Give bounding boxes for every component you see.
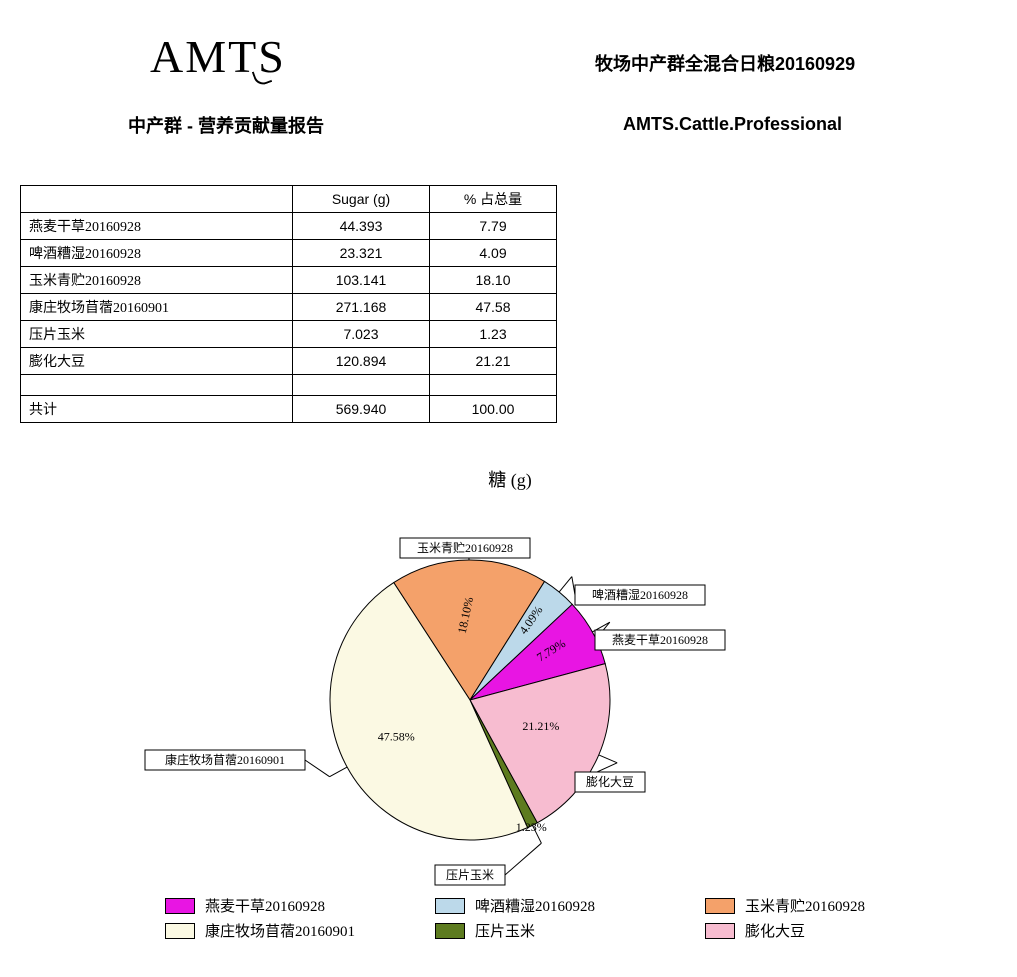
legend-swatch — [705, 923, 735, 939]
cell-pct: 1.23 — [430, 321, 557, 348]
table-row: 啤酒糟湿2016092823.3214.09 — [21, 240, 557, 267]
legend-label: 燕麦干草20160928 — [205, 895, 325, 916]
cell-name: 膨化大豆 — [21, 348, 293, 375]
pct-label: 47.58% — [378, 729, 415, 743]
cell-name: 玉米青贮20160928 — [21, 267, 293, 294]
pct-label: 21.21% — [522, 719, 559, 733]
cell-pct: 21.21 — [430, 348, 557, 375]
cell-pct: 7.79 — [430, 213, 557, 240]
legend-label: 啤酒糟湿20160928 — [475, 895, 595, 916]
report-subtitle-right: AMTS.Cattle.Professional — [623, 114, 842, 135]
cell-name: 燕麦干草20160928 — [21, 213, 293, 240]
legend-row: 燕麦干草20160928 啤酒糟湿20160928 玉米青贮20160928 — [165, 895, 935, 916]
total-label: 共计 — [21, 396, 293, 423]
callout-line — [505, 843, 541, 875]
total-value: 569.940 — [293, 396, 430, 423]
pie-chart-svg: 18.10%4.09%7.79%21.21%1.23%47.58%玉米青贮201… — [140, 500, 880, 920]
callout-label: 膨化大豆 — [586, 775, 634, 789]
legend-swatch — [705, 898, 735, 914]
table-spacer-row — [21, 375, 557, 396]
cell-value: 44.393 — [293, 213, 430, 240]
pie-chart-area: 糖 (g) 18.10%4.09%7.79%21.21%1.23%47.58%玉… — [140, 460, 880, 940]
legend-item: 压片玉米 — [435, 920, 665, 941]
cell-value: 7.023 — [293, 321, 430, 348]
table-row: 康庄牧场苜蓿20160901271.16847.58 — [21, 294, 557, 321]
cell-value: 271.168 — [293, 294, 430, 321]
cell-value: 120.894 — [293, 348, 430, 375]
cell-name: 啤酒糟湿20160928 — [21, 240, 293, 267]
table-row: 玉米青贮20160928103.14118.10 — [21, 267, 557, 294]
callout-label: 压片玉米 — [446, 868, 494, 882]
table-header-row: Sugar (g) % 占总量 — [21, 186, 557, 213]
col-header-name — [21, 186, 293, 213]
legend-label: 玉米青贮20160928 — [745, 895, 865, 916]
legend-item: 玉米青贮20160928 — [705, 895, 935, 916]
cell-pct: 18.10 — [430, 267, 557, 294]
legend-row: 康庄牧场苜蓿20160901 压片玉米 膨化大豆 — [165, 920, 935, 941]
legend-swatch — [165, 898, 195, 914]
cell-pct: 4.09 — [430, 240, 557, 267]
callout-line — [330, 767, 348, 777]
legend-item: 膨化大豆 — [705, 920, 935, 941]
legend-label: 膨化大豆 — [745, 920, 805, 941]
cell-value: 23.321 — [293, 240, 430, 267]
report-page: AMTS 中产群 - 营养贡献量报告 牧场中产群全混合日粮20160929 AM… — [0, 0, 1017, 977]
report-title-right: 牧场中产群全混合日粮20160929 — [595, 50, 855, 76]
legend-label: 压片玉米 — [475, 920, 535, 941]
legend-swatch — [435, 923, 465, 939]
legend-item: 康庄牧场苜蓿20160901 — [165, 920, 395, 941]
legend-swatch — [435, 898, 465, 914]
legend-item: 燕麦干草20160928 — [165, 895, 395, 916]
cell-value: 103.141 — [293, 267, 430, 294]
legend-swatch — [165, 923, 195, 939]
logo-text: AMT — [150, 31, 258, 82]
legend-item: 啤酒糟湿20160928 — [435, 895, 665, 916]
callout-line — [305, 760, 330, 777]
table-total-row: 共计569.940100.00 — [21, 396, 557, 423]
legend-label: 康庄牧场苜蓿20160901 — [205, 920, 355, 941]
table-row: 压片玉米7.0231.23 — [21, 321, 557, 348]
chart-title: 糖 (g) — [140, 466, 880, 492]
cell-pct: 47.58 — [430, 294, 557, 321]
nutrition-table: Sugar (g) % 占总量 燕麦干草2016092844.3937.79啤酒… — [20, 185, 557, 423]
total-pct: 100.00 — [430, 396, 557, 423]
callout-label: 康庄牧场苜蓿20160901 — [165, 752, 285, 767]
cell-name: 康庄牧场苜蓿20160901 — [21, 294, 293, 321]
callout-label: 啤酒糟湿20160928 — [592, 587, 688, 602]
table-row: 燕麦干草2016092844.3937.79 — [21, 213, 557, 240]
col-header-pct: % 占总量 — [430, 186, 557, 213]
callout-line — [599, 755, 617, 763]
callout-line — [559, 577, 572, 592]
report-subtitle-left: 中产群 - 营养贡献量报告 — [128, 112, 324, 138]
logo-s-glyph: S — [258, 30, 286, 83]
pct-label: 1.23% — [516, 820, 547, 834]
callout-label: 燕麦干草20160928 — [612, 633, 708, 647]
logo: AMTS — [150, 30, 286, 83]
callout-label: 玉米青贮20160928 — [417, 540, 513, 555]
chart-legend: 燕麦干草20160928 啤酒糟湿20160928 玉米青贮20160928 康庄牧场… — [165, 895, 935, 945]
table-row: 膨化大豆120.89421.21 — [21, 348, 557, 375]
col-header-sugar: Sugar (g) — [293, 186, 430, 213]
cell-name: 压片玉米 — [21, 321, 293, 348]
